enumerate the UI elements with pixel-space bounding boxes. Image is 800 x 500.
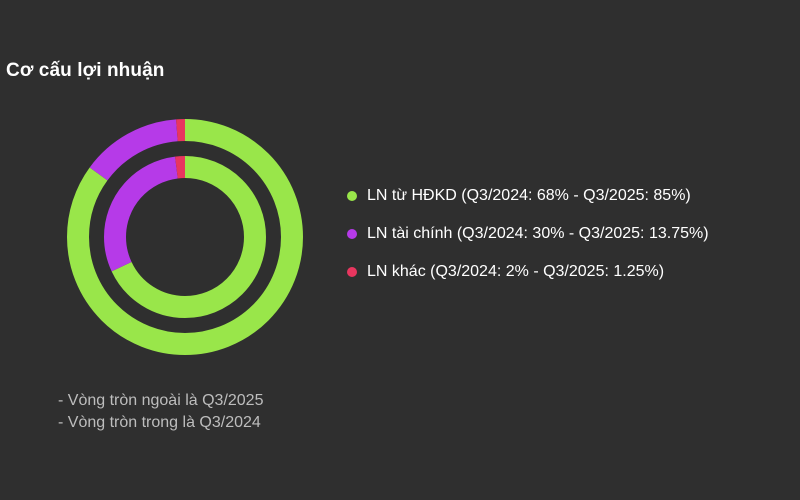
ring-notes: - Vòng tròn ngoài là Q3/2025 - Vòng tròn…: [58, 390, 263, 434]
legend-dot-khac: [347, 267, 357, 277]
legend-label-hdkd: LN từ HĐKD (Q3/2024: 68% - Q3/2025: 85%): [367, 187, 691, 204]
note-inner-ring: - Vòng tròn trong là Q3/2024: [58, 414, 261, 431]
legend: LN từ HĐKD (Q3/2024: 68% - Q3/2025: 85%)…: [347, 184, 797, 298]
inner-ring-slice-khac[interactable]: [104, 156, 266, 318]
legend-item-tai-chinh[interactable]: LN tài chính (Q3/2024: 30% - Q3/2025: 13…: [347, 222, 797, 246]
legend-item-hdkd[interactable]: LN từ HĐKD (Q3/2024: 68% - Q3/2025: 85%): [347, 184, 797, 208]
note-outer-ring: - Vòng tròn ngoài là Q3/2025: [58, 392, 264, 409]
outer-ring-slice-khac[interactable]: [67, 119, 303, 355]
legend-item-khac[interactable]: LN khác (Q3/2024: 2% - Q3/2025: 1.25%): [347, 260, 797, 284]
chart-title: Cơ cấu lợi nhuận: [6, 60, 165, 81]
inner-ring-slice-tai-chinh[interactable]: [104, 156, 266, 318]
legend-dot-tai-chinh: [347, 229, 357, 239]
legend-label-tai-chinh: LN tài chính (Q3/2024: 30% - Q3/2025: 13…: [367, 225, 709, 242]
legend-label-khac: LN khác (Q3/2024: 2% - Q3/2025: 1.25%): [367, 263, 665, 280]
legend-dot-hdkd: [347, 191, 357, 201]
